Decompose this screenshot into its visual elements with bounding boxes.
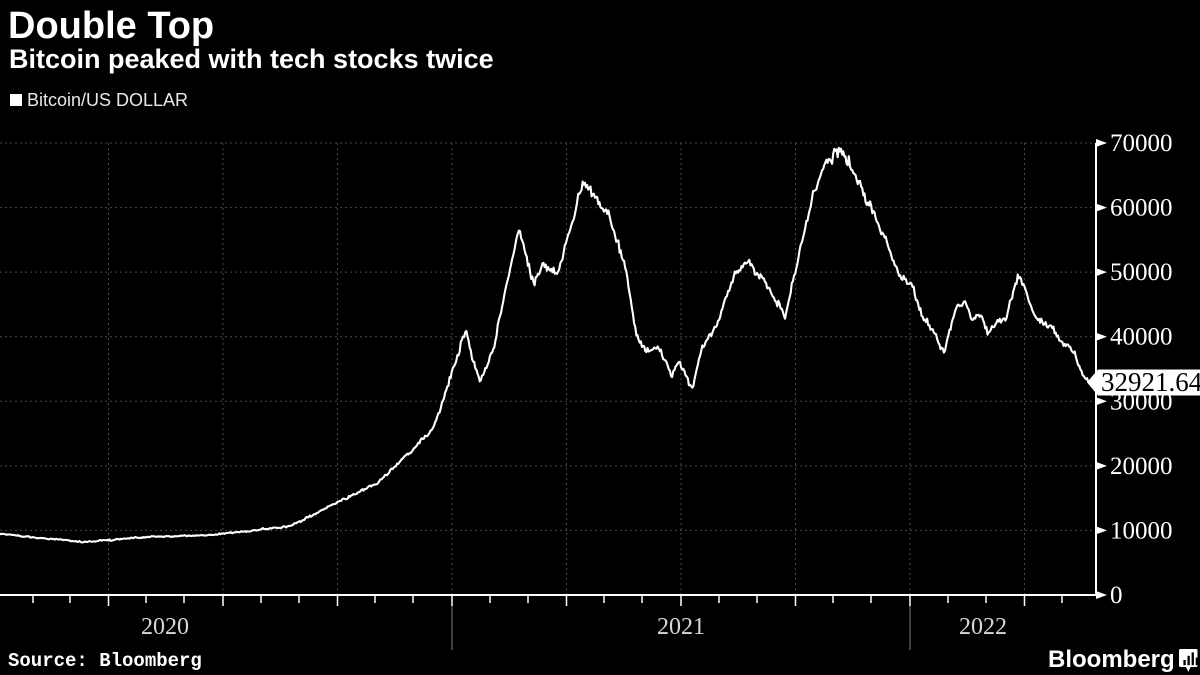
- svg-text:Bloomberg: Bloomberg: [1048, 646, 1175, 673]
